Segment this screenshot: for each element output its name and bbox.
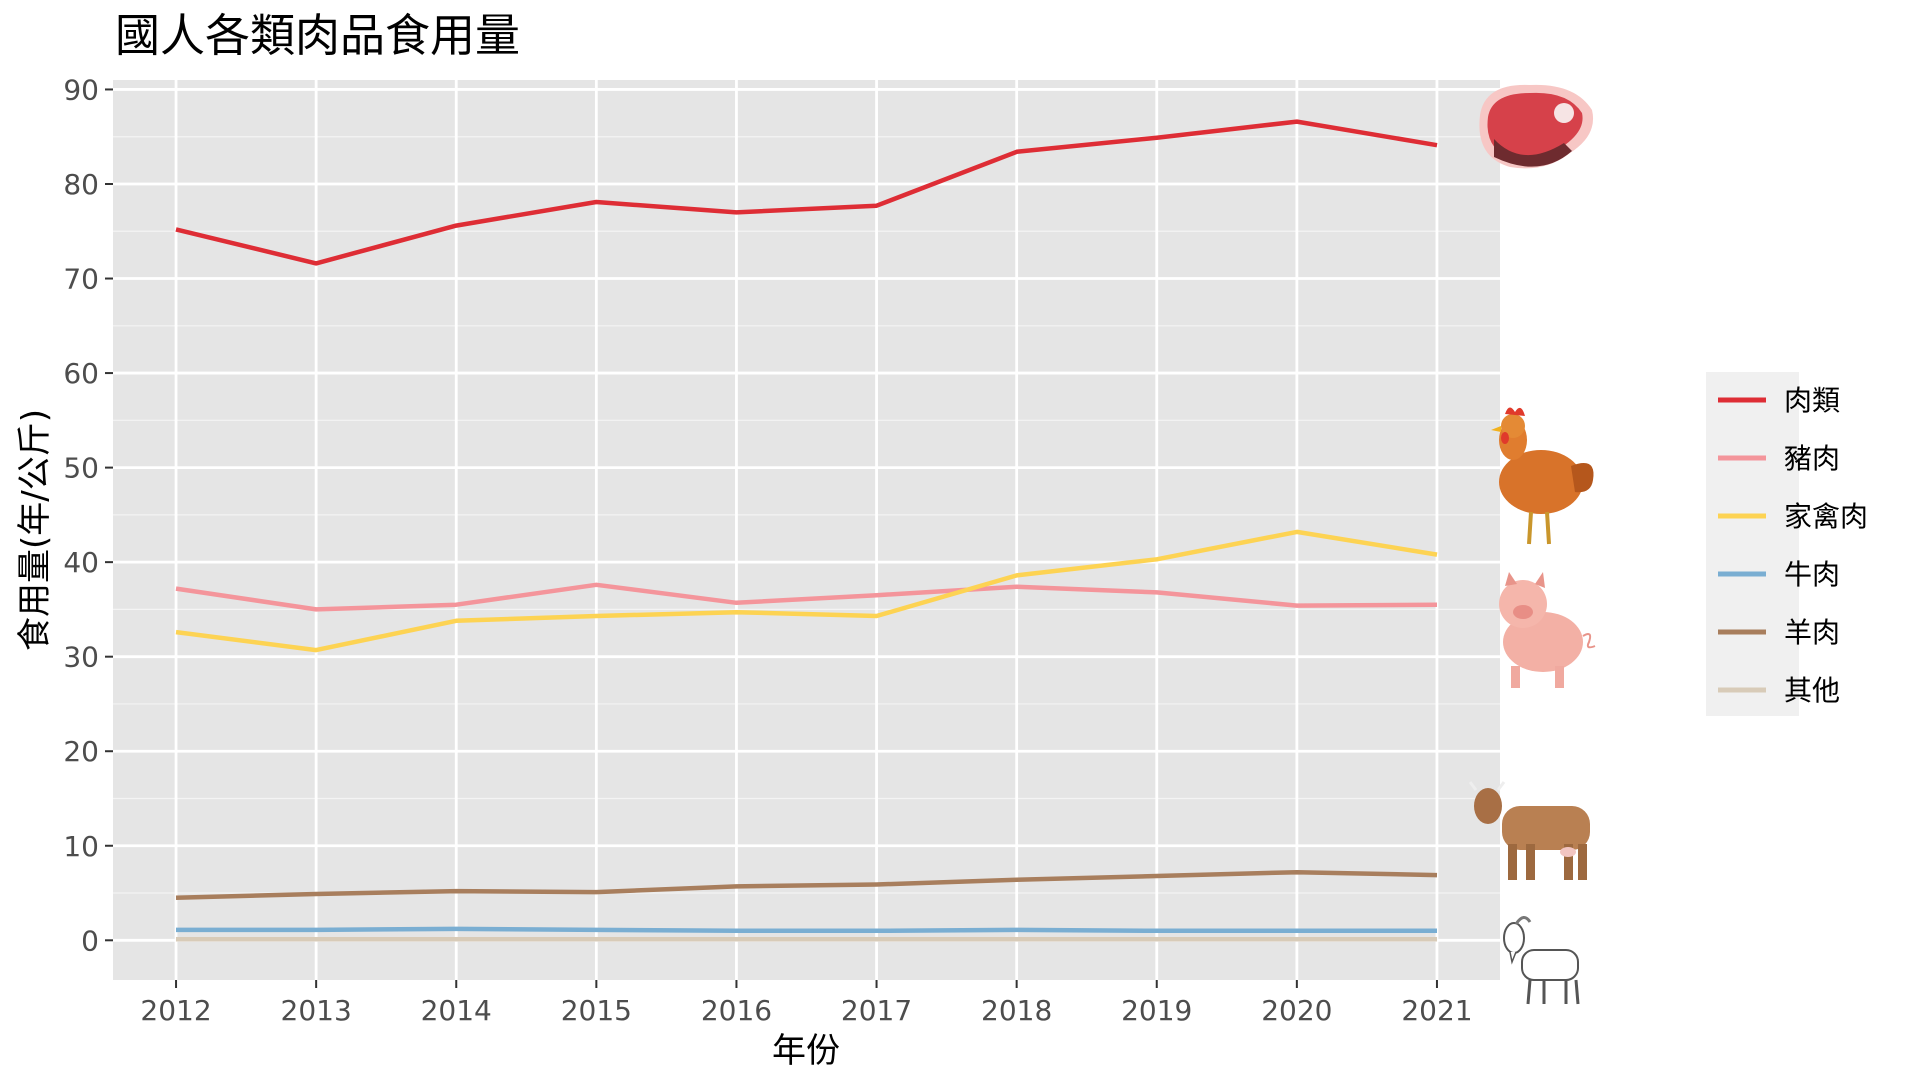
chicken-comb [1505, 407, 1525, 416]
legend-label: 家禽肉 [1784, 500, 1868, 533]
chicken-icon [1491, 407, 1594, 544]
x-tick-label: 2016 [701, 994, 772, 1027]
x-tick-label: 2015 [561, 994, 632, 1027]
x-axis-title: 年份 [772, 1031, 840, 1071]
x-tick-label: 2021 [1401, 994, 1472, 1027]
legend-label: 其他 [1784, 674, 1840, 707]
cow-leg [1508, 844, 1517, 880]
y-tick-label: 50 [63, 452, 99, 485]
y-tick-label: 40 [63, 546, 99, 579]
series-line [176, 929, 1437, 931]
legend-label: 牛肉 [1784, 558, 1840, 591]
pig-tail [1583, 634, 1595, 647]
goat-body [1522, 950, 1578, 980]
goat-leg [1528, 980, 1530, 1004]
chicken-wattle [1501, 432, 1509, 444]
y-tick-label: 60 [63, 357, 99, 390]
chicken-tail [1571, 463, 1594, 492]
y-tick-label: 20 [63, 735, 99, 768]
y-tick-label: 0 [81, 924, 99, 957]
chicken-leg [1547, 512, 1549, 544]
x-tick-label: 2017 [841, 994, 912, 1027]
pig-head [1499, 580, 1547, 628]
y-axis-title: 食用量(年/公斤) [15, 409, 55, 651]
chicken-leg [1529, 512, 1531, 544]
legend-label: 羊肉 [1784, 616, 1840, 649]
legend-background [1706, 372, 1799, 716]
y-tick-label: 80 [63, 168, 99, 201]
x-tick-label: 2019 [1121, 994, 1192, 1027]
y-tick-label: 10 [63, 830, 99, 863]
x-tick-label: 2018 [981, 994, 1052, 1027]
legend-label: 豬肉 [1784, 442, 1840, 475]
chart-title: 國人各類肉品食用量 [115, 9, 520, 62]
x-tick-label: 2020 [1261, 994, 1332, 1027]
y-tick-label: 90 [63, 73, 99, 106]
cow-head [1474, 788, 1502, 824]
pig-leg [1511, 666, 1520, 688]
cow-leg [1526, 844, 1535, 880]
goat-leg [1576, 980, 1578, 1004]
cow-body [1502, 806, 1590, 850]
cow-udder [1560, 847, 1576, 857]
x-tick-label: 2012 [140, 994, 211, 1027]
steak-bone [1554, 103, 1574, 123]
goat-head [1504, 923, 1524, 953]
goat-icon [1504, 917, 1578, 1004]
steak-icon [1479, 85, 1593, 169]
y-tick-label: 30 [63, 641, 99, 674]
y-tick-label: 70 [63, 263, 99, 296]
pig-leg [1555, 666, 1564, 688]
cow-leg [1578, 844, 1587, 880]
pig-icon [1499, 572, 1595, 688]
x-tick-label: 2013 [281, 994, 352, 1027]
pig-snout [1513, 605, 1533, 619]
x-tick-label: 2014 [421, 994, 492, 1027]
goat-beard [1510, 952, 1516, 962]
legend-label: 肉類 [1784, 384, 1840, 417]
pig-ear [1505, 572, 1517, 586]
goat-horn [1516, 917, 1530, 924]
